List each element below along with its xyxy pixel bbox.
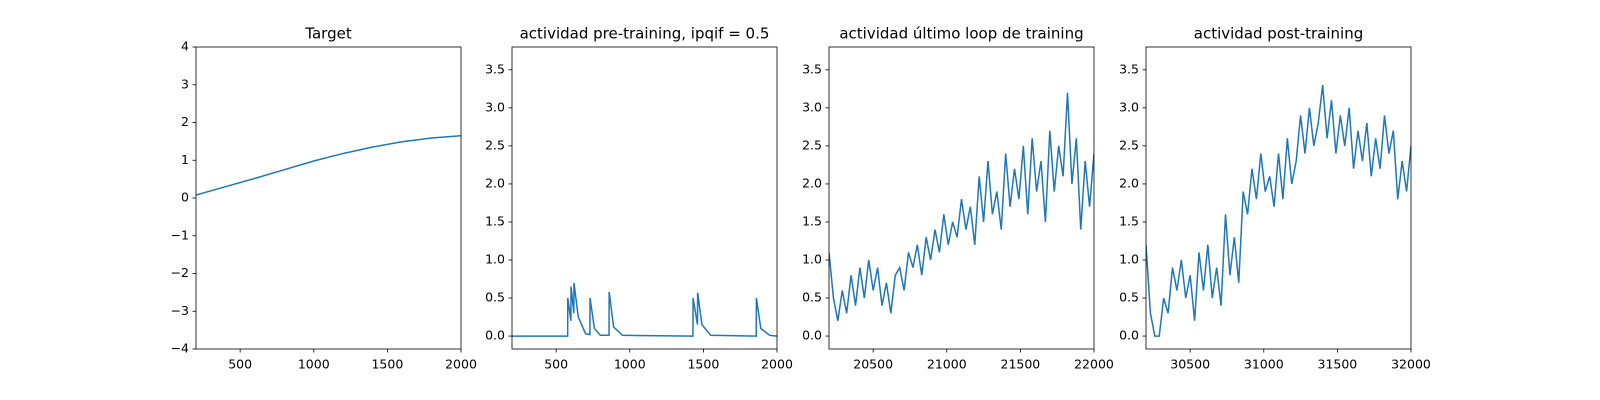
y-tick-label: 1.5 [802,213,822,228]
y-tick-label: 0.0 [802,328,822,343]
x-tick-label: 2000 [761,357,793,372]
y-tick-label: 2.5 [802,137,822,152]
y-tick-label: 1.0 [485,251,505,266]
subplot: actividad último loop de training 0.0 0.5 1… [802,25,1114,372]
y-tick-label: 3.0 [1119,99,1139,114]
y-tick-label: 1 [181,152,189,167]
subplot: actividad post-training 0.0 0.5 1.0 1.5 2.0 2.… [1119,25,1431,372]
subplot: actividad pre-training, ipqif = 0.5 0.0 0.… [485,25,793,372]
subplot-title: actividad post-training [1194,25,1363,43]
axes-frame [195,46,462,350]
y-tick-label: 0.5 [802,290,822,305]
x-tick-label: 32000 [1391,357,1431,372]
y-tick-label: 0.5 [1119,290,1139,305]
y-tick-label: −3 [171,303,189,318]
subplot-title: Target [304,25,352,43]
y-tick-label: 3.5 [485,61,505,76]
x-tick-label: 1000 [298,357,330,372]
y-tick-label: 0.0 [1119,328,1139,343]
x-tick-label: 500 [228,357,252,372]
x-tick-label: 21500 [1001,357,1041,372]
y-tick-label: 3.0 [802,99,822,114]
y-tick-label: 3.0 [485,99,505,114]
y-tick-label: 2 [181,114,189,129]
y-tick-label: 2.5 [1119,137,1139,152]
y-tick-label: 3 [181,76,189,91]
y-tick-label: −1 [171,227,189,242]
data-line [829,92,1094,321]
y-tick-label: −4 [171,341,189,356]
y-tick-label: −2 [171,265,189,280]
x-tick-label: 1000 [614,357,646,372]
y-tick-label: 0.5 [485,290,505,305]
subplot-title: actividad pre-training, ipqif = 0.5 [520,25,770,43]
y-tick-label: 2.5 [485,137,505,152]
y-tick-label: 1.0 [802,251,822,266]
axes-frame [511,46,778,350]
x-tick-label: 30500 [1170,357,1210,372]
x-tick-label: 20500 [853,357,893,372]
y-tick-label: 3.5 [802,61,822,76]
axes-frame [1145,46,1412,350]
y-tick-label: 1.0 [1119,251,1139,266]
y-tick-label: 1.5 [485,213,505,228]
subplot: Target −4 −3 −2 −1 0 1 2 3 4 500 1000 1500 2000 [171,25,477,372]
data-line [1146,84,1411,337]
y-tick-label: 1.5 [1119,213,1139,228]
axes-frame [828,46,1095,350]
x-tick-label: 1500 [687,357,719,372]
x-tick-label: 1500 [371,357,403,372]
y-tick-label: 3.5 [1119,61,1139,76]
y-tick-label: 0.0 [485,328,505,343]
data-line [512,282,777,337]
x-tick-label: 31500 [1318,357,1358,372]
subplot-title: actividad último loop de training [839,25,1083,43]
y-tick-label: 0 [181,190,189,205]
x-tick-label: 22000 [1074,357,1114,372]
x-tick-label: 500 [544,357,568,372]
data-line [196,134,461,196]
x-tick-label: 31000 [1244,357,1284,372]
y-tick-label: 2.0 [1119,175,1139,190]
x-tick-label: 2000 [445,357,477,372]
y-tick-label: 2.0 [802,175,822,190]
x-tick-label: 21000 [927,357,967,372]
y-tick-label: 2.0 [485,175,505,190]
y-tick-label: 4 [181,39,189,54]
